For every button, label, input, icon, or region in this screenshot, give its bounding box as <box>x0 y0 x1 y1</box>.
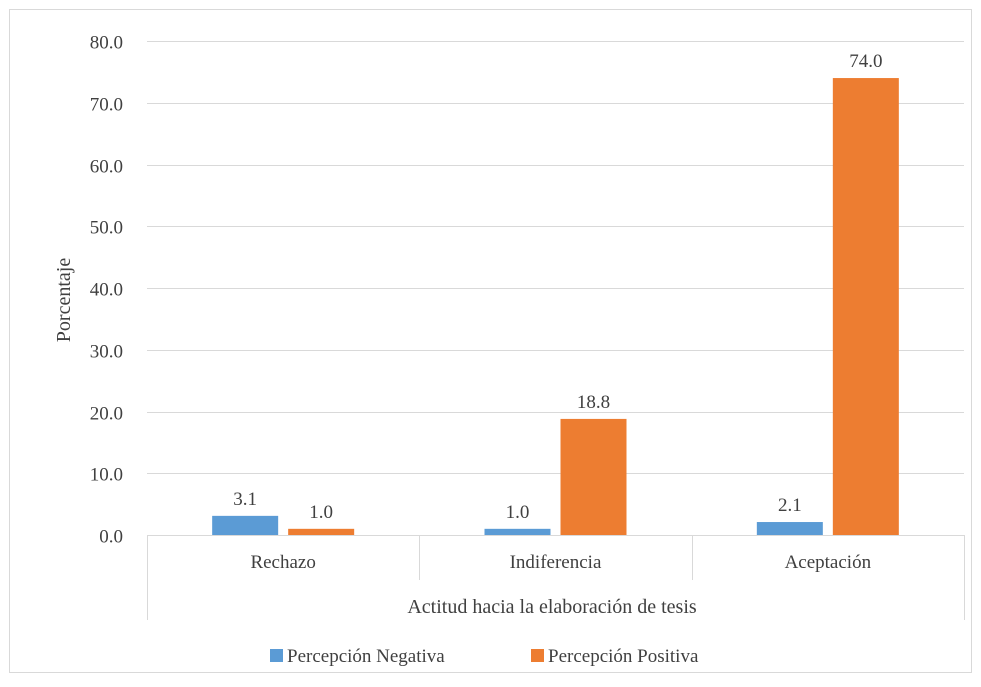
data-labels: 3.1 1.0 1.0 18.8 2.1 74.0 <box>233 51 882 523</box>
data-label: 18.8 <box>577 392 610 413</box>
chart-border <box>9 9 972 673</box>
data-label: 2.1 <box>778 495 802 516</box>
bar <box>756 522 823 535</box>
legend-swatch <box>270 649 283 662</box>
data-label: 74.0 <box>849 51 882 72</box>
bar <box>832 78 899 536</box>
bars <box>212 78 899 536</box>
data-label: 1.0 <box>506 502 530 523</box>
y-tick-label: 60.0 <box>90 157 123 178</box>
legend-swatch <box>531 649 544 662</box>
y-tick-label: 80.0 <box>90 33 123 54</box>
data-label: 1.0 <box>309 502 333 523</box>
category-label: Rechazo <box>250 552 315 573</box>
bar <box>560 418 627 535</box>
y-tick-label: 20.0 <box>90 404 123 425</box>
y-axis-ticks: 0.0 10.0 20.0 30.0 40.0 50.0 60.0 70.0 80.0 <box>90 33 123 548</box>
x-axis-categories: Rechazo Indiferencia Aceptación <box>250 552 871 573</box>
legend: Percepción Negativa Percepción Positiva <box>270 646 699 667</box>
y-tick-label: 30.0 <box>90 342 123 363</box>
y-tick-label: 50.0 <box>90 218 123 239</box>
legend-label: Percepción Positiva <box>548 646 699 667</box>
y-axis-title: Porcentaje <box>53 258 75 343</box>
y-tick-label: 40.0 <box>90 280 123 301</box>
bar <box>212 515 279 535</box>
category-label: Aceptación <box>785 552 872 573</box>
category-label: Indiferencia <box>510 552 602 573</box>
y-tick-label: 70.0 <box>90 95 123 116</box>
bar <box>484 528 551 535</box>
x-axis-title: Actitud hacia la elaboración de tesis <box>407 596 697 618</box>
bar <box>288 528 355 535</box>
y-tick-label: 10.0 <box>90 465 123 486</box>
gridlines <box>147 41 965 620</box>
data-label: 3.1 <box>233 489 257 510</box>
legend-label: Percepción Negativa <box>287 646 445 667</box>
y-tick-label: 0.0 <box>99 527 123 548</box>
